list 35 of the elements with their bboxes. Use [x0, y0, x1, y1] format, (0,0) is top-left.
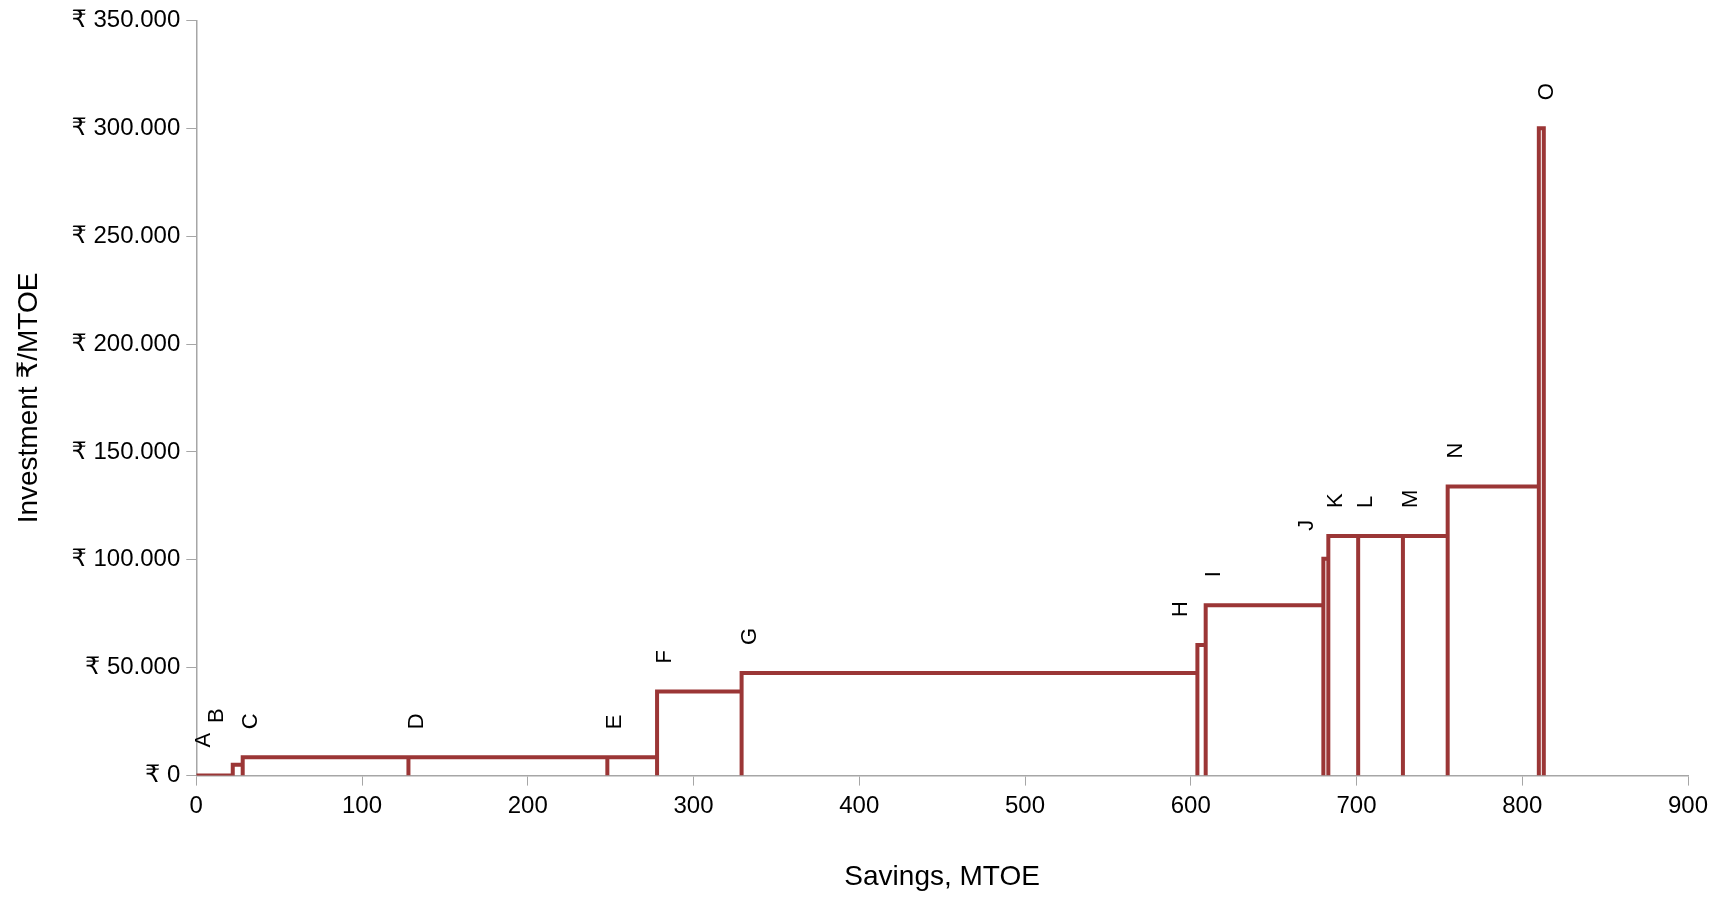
- annotation: I: [1199, 571, 1225, 578]
- x-axis-title: Savings, MTOE: [844, 859, 1040, 891]
- annotation: C: [236, 713, 262, 730]
- annotation: H: [1167, 601, 1193, 618]
- annotation: J: [1293, 519, 1319, 531]
- y-axis-title: Investment ₹/MTOE: [11, 272, 43, 524]
- x-tick-label: 500: [1004, 790, 1046, 818]
- annotation: E: [601, 714, 627, 730]
- x-tick-label: 600: [1170, 790, 1211, 818]
- annotation: O: [1532, 83, 1558, 101]
- annotation: B: [202, 708, 228, 723]
- annotation: D: [402, 713, 428, 730]
- y-tick-label: ₹ 250.000: [71, 220, 181, 248]
- y-tick-label: ₹ 300.000: [71, 112, 181, 140]
- annotation: F: [651, 650, 677, 664]
- y-tick-label: ₹ 50.000: [84, 652, 181, 680]
- annotation: A: [190, 732, 216, 748]
- annotation: N: [1441, 442, 1467, 459]
- y-tick-label: ₹ 0: [144, 760, 181, 788]
- y-tick-label: ₹ 350.000: [71, 5, 181, 33]
- annotation: K: [1322, 493, 1348, 509]
- x-tick-label: 0: [189, 790, 203, 818]
- x-tick-label: 100: [342, 790, 383, 818]
- y-tick-label: ₹ 150.000: [71, 436, 181, 464]
- y-tick-label: ₹ 100.000: [71, 544, 181, 572]
- x-tick-label: 400: [839, 790, 880, 818]
- x-tick-label: 800: [1502, 790, 1543, 818]
- y-tick-label: ₹ 200.000: [71, 328, 181, 356]
- x-tick-label: 700: [1336, 790, 1377, 818]
- x-tick-label: 900: [1667, 790, 1709, 818]
- annotation: M: [1396, 489, 1422, 509]
- x-tick-label: 200: [507, 790, 548, 818]
- annotation: L: [1352, 495, 1378, 509]
- x-tick-label: 300: [673, 790, 714, 818]
- annotation: G: [735, 627, 761, 646]
